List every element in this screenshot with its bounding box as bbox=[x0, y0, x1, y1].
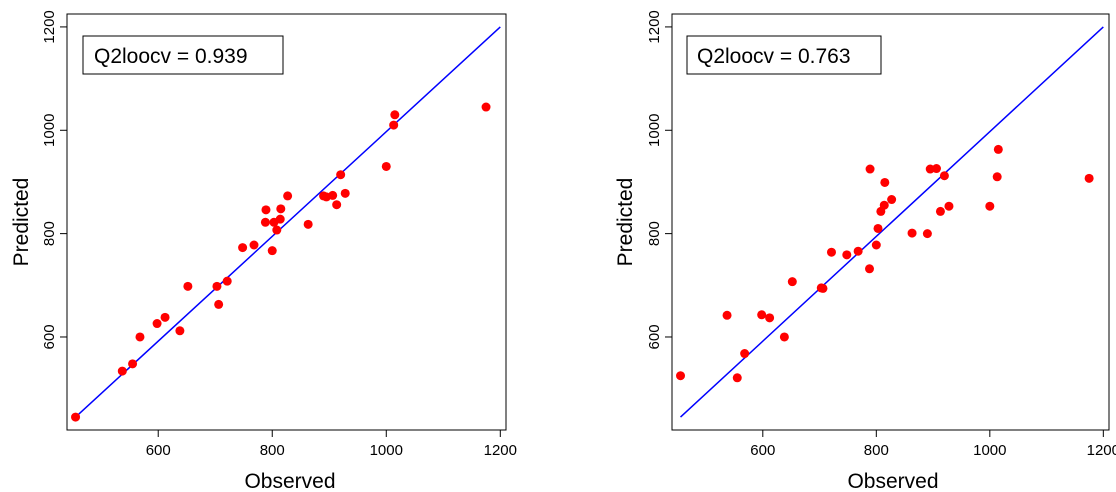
left-data-point bbox=[272, 225, 282, 235]
left-data-point bbox=[238, 243, 248, 253]
right-data-point bbox=[842, 250, 852, 260]
right-data-point bbox=[880, 177, 890, 187]
left-data-point bbox=[222, 276, 232, 286]
right-data-point bbox=[935, 206, 945, 216]
right-x-tick-label: 1000 bbox=[973, 442, 1006, 459]
right-data-point bbox=[865, 264, 875, 274]
left-reference-line bbox=[75, 26, 501, 418]
left-data-point bbox=[336, 170, 346, 180]
left-y-tick-label: 1000 bbox=[41, 114, 58, 147]
right-data-point bbox=[676, 371, 686, 381]
right-data-point bbox=[907, 228, 917, 238]
right-x-tick-label: 800 bbox=[864, 442, 889, 459]
right-x-tick-label: 600 bbox=[750, 442, 775, 459]
left-data-point bbox=[135, 332, 145, 342]
right-data-point bbox=[985, 201, 995, 211]
right-points bbox=[676, 144, 1094, 383]
left-x-tick-label: 600 bbox=[146, 442, 171, 459]
left-data-point bbox=[175, 326, 185, 336]
left-data-point bbox=[340, 188, 350, 198]
right-data-point bbox=[779, 332, 789, 342]
right-data-point bbox=[939, 171, 949, 181]
right-data-point bbox=[818, 283, 828, 293]
left-data-point bbox=[283, 191, 293, 201]
left-y-tick-label: 600 bbox=[41, 324, 58, 349]
right-y-axis: 600 800 1000 1200 bbox=[646, 10, 672, 349]
left-legend-box bbox=[82, 35, 284, 75]
left-data-point bbox=[117, 366, 127, 376]
right-y-tick-label: 800 bbox=[646, 221, 663, 246]
left-x-tick-label: 1000 bbox=[370, 442, 403, 459]
right-data-point bbox=[757, 310, 767, 320]
left-data-point bbox=[275, 214, 285, 224]
left-scatter-panel: 600 800 1000 1200 600 800 1000 1200 Q2loocv = … bbox=[10, 10, 517, 492]
right-data-point bbox=[853, 246, 863, 256]
right-y-tick-label: 600 bbox=[646, 324, 663, 349]
left-data-point bbox=[381, 161, 391, 171]
right-legend-text: Q2loocv = 0.763 bbox=[697, 45, 851, 68]
right-y-tick-label: 1200 bbox=[646, 10, 663, 43]
right-x-tick-label: 1200 bbox=[1087, 442, 1116, 459]
right-y-tick-label: 1000 bbox=[646, 114, 663, 147]
left-x-tick-label: 1200 bbox=[484, 442, 517, 459]
left-data-point bbox=[261, 205, 271, 215]
right-data-point bbox=[787, 277, 797, 287]
left-plot-frame bbox=[66, 13, 507, 431]
left-data-point bbox=[267, 246, 277, 256]
right-x-axis-title: Observed bbox=[847, 470, 938, 492]
left-data-point bbox=[249, 240, 259, 250]
right-data-point bbox=[732, 373, 742, 383]
left-y-tick-label: 1200 bbox=[41, 10, 58, 43]
right-x-axis: 600 800 1000 1200 bbox=[750, 430, 1116, 459]
right-reference-line bbox=[680, 26, 1104, 418]
right-data-point bbox=[944, 201, 954, 211]
left-data-point bbox=[152, 319, 162, 329]
right-data-point bbox=[993, 144, 1003, 154]
left-x-axis: 600 800 1000 1200 bbox=[146, 430, 517, 459]
left-y-tick-label: 800 bbox=[41, 221, 58, 246]
left-data-point bbox=[481, 102, 491, 112]
right-data-point bbox=[873, 223, 883, 233]
left-points bbox=[71, 102, 491, 422]
right-data-point bbox=[879, 200, 889, 210]
left-data-point bbox=[260, 217, 270, 227]
left-data-point bbox=[214, 299, 224, 309]
left-data-point bbox=[276, 204, 286, 214]
right-data-point bbox=[871, 240, 881, 250]
right-data-point bbox=[722, 310, 732, 320]
right-data-point bbox=[865, 164, 875, 174]
right-data-point bbox=[922, 229, 932, 239]
right-data-point bbox=[887, 195, 897, 205]
left-data-point bbox=[128, 359, 138, 369]
left-data-point bbox=[328, 190, 338, 200]
left-legend-text: Q2loocv = 0.939 bbox=[94, 45, 248, 68]
left-data-point bbox=[71, 412, 81, 422]
left-data-point bbox=[390, 110, 400, 120]
right-y-axis-title: Predicted bbox=[614, 178, 637, 267]
left-x-tick-label: 800 bbox=[260, 442, 285, 459]
right-data-point bbox=[740, 349, 750, 359]
right-data-point bbox=[992, 172, 1002, 182]
right-data-point bbox=[765, 313, 775, 323]
right-data-point bbox=[931, 164, 941, 174]
right-plot-frame bbox=[671, 13, 1110, 431]
left-y-axis-title: Predicted bbox=[10, 178, 33, 267]
left-data-point bbox=[303, 219, 313, 229]
left-x-axis-title: Observed bbox=[244, 470, 335, 492]
right-legend-box bbox=[686, 35, 882, 75]
left-data-point bbox=[212, 281, 222, 291]
right-scatter-panel: 600 800 1000 1200 600 800 1000 1200 Q2loocv = … bbox=[614, 10, 1116, 492]
left-y-axis: 600 800 1000 1200 bbox=[41, 10, 67, 349]
left-data-point bbox=[389, 120, 399, 130]
left-data-point bbox=[160, 312, 170, 322]
left-data-point bbox=[332, 200, 342, 210]
left-data-point bbox=[183, 281, 193, 291]
right-data-point bbox=[826, 247, 836, 257]
right-data-point bbox=[1084, 173, 1094, 183]
